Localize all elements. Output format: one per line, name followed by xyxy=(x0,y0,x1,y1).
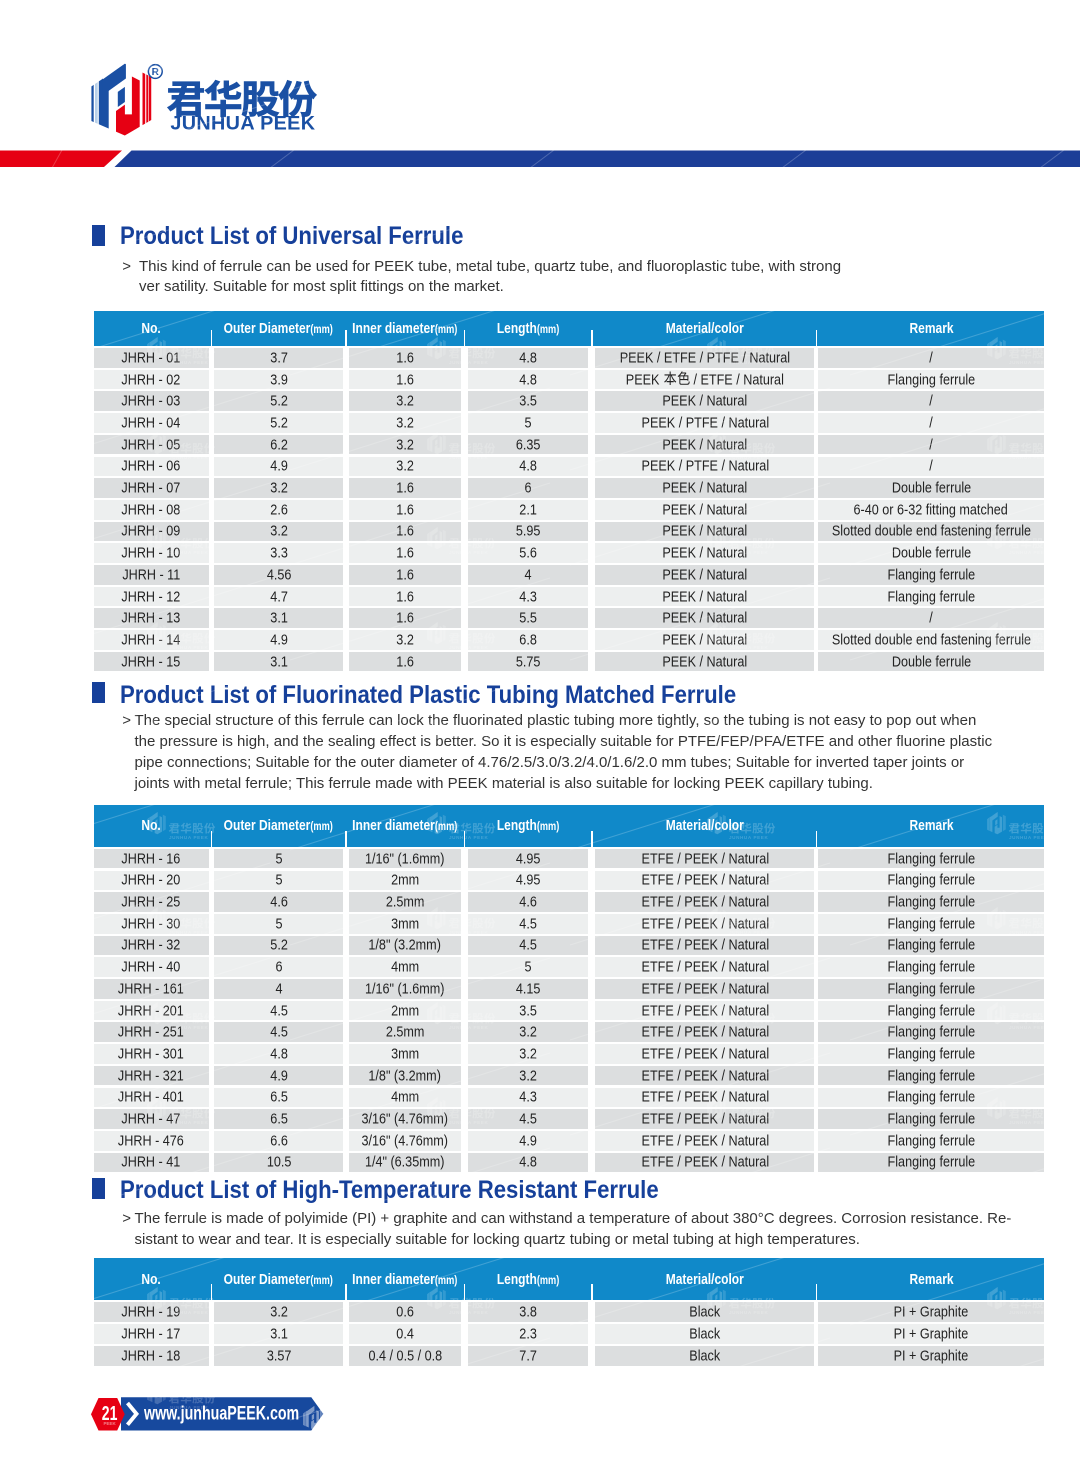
svg-text:21: 21 xyxy=(102,1403,118,1425)
svg-text:R: R xyxy=(152,67,160,78)
svg-text:www.junhuaPEEK.com: www.junhuaPEEK.com xyxy=(143,1404,299,1425)
svg-text:JUNHUA PEEK: JUNHUA PEEK xyxy=(170,113,315,135)
